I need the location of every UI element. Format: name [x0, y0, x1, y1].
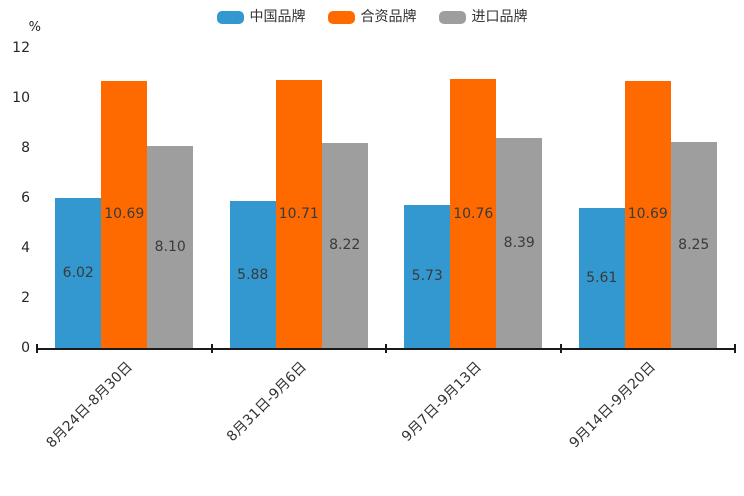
chart-legend: 中国品牌 合资品牌 进口品牌: [0, 8, 744, 26]
bar-合资品牌-1: [101, 80, 148, 348]
bar-合资品牌-2: [275, 80, 322, 348]
x-category-label: 9月7日-9月13日: [398, 359, 485, 445]
bar-中国品牌-2: [229, 201, 276, 348]
y-tick-label: 12: [12, 40, 30, 56]
bar-value-label: 10.69: [104, 206, 145, 223]
x-axis-tick: [385, 344, 387, 353]
bar-合资品牌-3: [450, 79, 497, 348]
bar-中国品牌-1: [55, 197, 102, 348]
bar-进口品牌-3: [496, 138, 543, 348]
x-axis-tick: [36, 344, 38, 353]
legend-item[interactable]: 进口品牌: [438, 9, 528, 25]
bar-合资品牌-4: [624, 80, 671, 348]
legend-label: 进口品牌: [471, 9, 528, 25]
x-axis-tick: [210, 344, 213, 353]
bar-进口品牌-2: [321, 142, 368, 348]
y-tick-label: 2: [21, 290, 30, 306]
x-category-label: 8月31日-9月6日: [224, 359, 311, 445]
y-axis-unit-label: %: [28, 20, 41, 35]
legend-swatch-icon: [327, 10, 355, 24]
bar-value-label: 10.69: [627, 206, 668, 223]
bar-value-label: 8.39: [503, 235, 535, 252]
legend-swatch-icon: [438, 10, 466, 24]
x-axis-tick: [734, 344, 736, 353]
bar-中国品牌-4: [578, 207, 625, 348]
legend-item[interactable]: 合资品牌: [327, 9, 417, 25]
bar-value-label: 10.71: [278, 206, 319, 223]
bar-value-label: 10.76: [453, 205, 494, 222]
legend-swatch-icon: [216, 10, 244, 24]
y-tick-label: 10: [12, 90, 30, 106]
legend-item[interactable]: 中国品牌: [216, 9, 306, 25]
bar-value-label: 6.02: [62, 264, 94, 281]
bar-value-label: 5.88: [237, 266, 269, 283]
bar-value-label: 5.61: [586, 269, 618, 286]
x-axis-tick: [559, 344, 562, 353]
x-category-label: 9月14日-9月20日: [566, 359, 660, 452]
bar-value-label: 8.25: [678, 236, 710, 253]
y-tick-label: 6: [21, 190, 30, 206]
legend-label: 中国品牌: [249, 9, 306, 25]
y-tick-label: 8: [21, 140, 30, 156]
legend-label: 合资品牌: [360, 9, 417, 25]
bar-value-label: 8.22: [329, 237, 361, 254]
bar-value-label: 5.73: [411, 268, 443, 285]
bar-value-label: 8.10: [154, 238, 186, 255]
x-category-label: 8月24日-8月30日: [43, 359, 136, 452]
y-tick-label: 4: [21, 240, 30, 256]
y-tick-label: 0: [21, 340, 30, 356]
bar-中国品牌-3: [404, 204, 451, 348]
bar-进口品牌-1: [147, 145, 194, 348]
bar-进口品牌-4: [670, 141, 717, 348]
